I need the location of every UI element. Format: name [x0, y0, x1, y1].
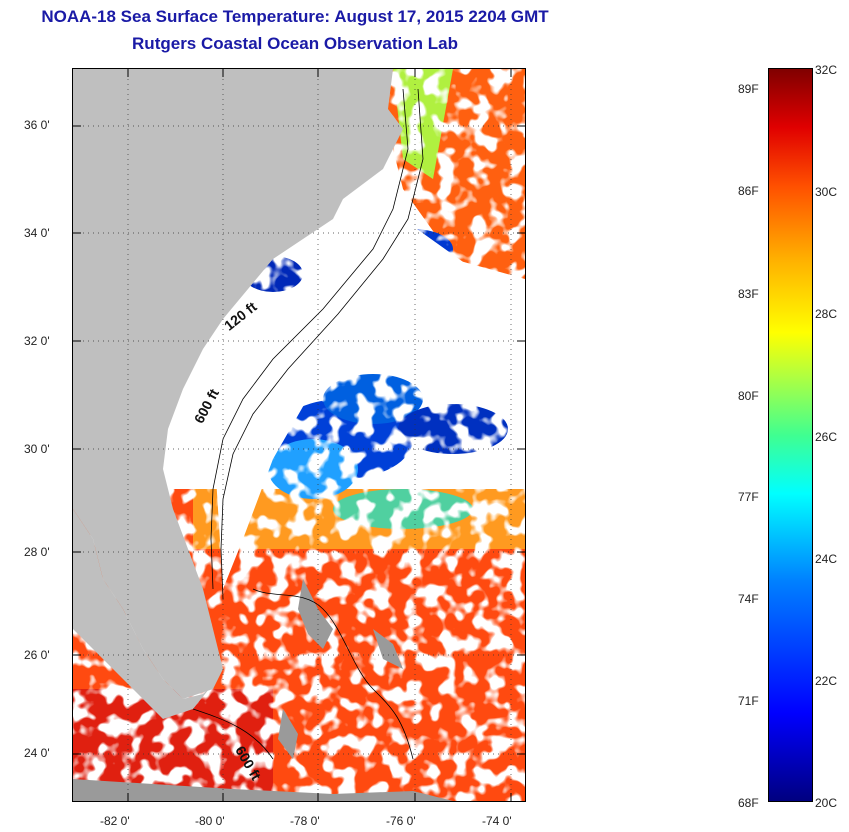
lon-tick-label: -82 0' [100, 814, 130, 828]
sst-map [72, 68, 526, 802]
colorbar-fahrenheit-label: 89F [738, 82, 759, 96]
lon-tick-label: -78 0' [290, 814, 320, 828]
colorbar-fahrenheit-label: 80F [738, 389, 759, 403]
lat-tick-label: 24 0' [24, 746, 50, 760]
colorbar-celsius-label: 20C [815, 796, 838, 810]
map-subtitle: Rutgers Coastal Ocean Observation Lab [132, 34, 458, 53]
colorbar-celsius-label: 24C [815, 552, 838, 566]
lon-tick-label: -80 0' [195, 814, 225, 828]
sst-map-canvas [73, 69, 525, 801]
colorbar-fahrenheit-label: 68F [738, 796, 759, 810]
lat-tick-label: 32 0' [24, 334, 50, 348]
lat-tick-label: 36 0' [24, 118, 50, 132]
lat-tick-label: 34 0' [24, 226, 50, 240]
lat-tick-label: 26 0' [24, 648, 50, 662]
colorbar-fahrenheit-label: 71F [738, 694, 759, 708]
colorbar-celsius-label: 22C [815, 674, 838, 688]
colorbar-celsius-label: 28C [815, 307, 838, 321]
lat-tick-label: 28 0' [24, 545, 50, 559]
temperature-colorbar [768, 68, 813, 802]
map-title: NOAA-18 Sea Surface Temperature: August … [41, 7, 549, 26]
colorbar-fahrenheit-label: 74F [738, 592, 759, 606]
lat-tick-label: 30 0' [24, 442, 50, 456]
colorbar-celsius-label: 26C [815, 430, 838, 444]
lon-tick-label: -74 0' [482, 814, 512, 828]
colorbar-fahrenheit-label: 77F [738, 490, 759, 504]
colorbar-celsius-label: 30C [815, 185, 838, 199]
colorbar-fahrenheit-label: 86F [738, 184, 759, 198]
colorbar-fahrenheit-label: 83F [738, 287, 759, 301]
lon-tick-label: -76 0' [386, 814, 416, 828]
colorbar-celsius-label: 32C [815, 63, 838, 77]
